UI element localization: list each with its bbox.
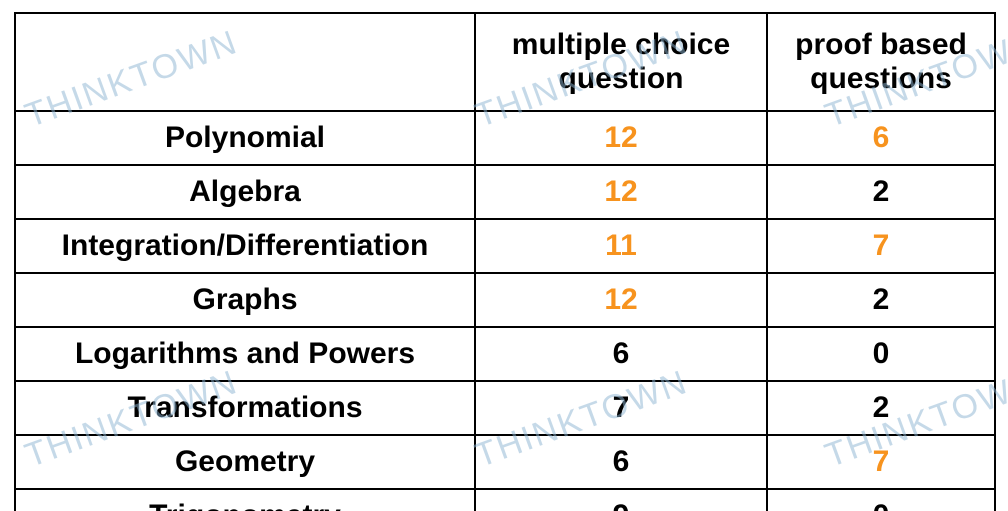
cell-topic: Graphs (15, 273, 475, 327)
cell-pb: 0 (767, 489, 995, 511)
cell-mc: 11 (475, 219, 767, 273)
col-header-pb-line2: questions (810, 62, 952, 95)
col-header-pb-line1: proof based (795, 28, 967, 61)
cell-mc: 12 (475, 165, 767, 219)
cell-pb: 0 (767, 327, 995, 381)
cell-mc: 9 (475, 489, 767, 511)
table-row: Geometry 6 7 (15, 435, 995, 489)
cell-mc: 6 (475, 327, 767, 381)
cell-topic: Transformations (15, 381, 475, 435)
cell-topic: Geometry (15, 435, 475, 489)
table-row: Logarithms and Powers 6 0 (15, 327, 995, 381)
cell-pb: 2 (767, 273, 995, 327)
cell-topic: Trigonometry (15, 489, 475, 511)
cell-topic: Logarithms and Powers (15, 327, 475, 381)
table-row: Integration/Differentiation 11 7 (15, 219, 995, 273)
col-header-mc-line1: multiple choice (512, 28, 730, 61)
topic-table: multiple choice question proof based que… (14, 12, 996, 511)
cell-pb: 2 (767, 165, 995, 219)
cell-mc: 6 (475, 435, 767, 489)
table-row: Algebra 12 2 (15, 165, 995, 219)
table-row: Graphs 12 2 (15, 273, 995, 327)
table-row: Polynomial 12 6 (15, 111, 995, 165)
table-row: Transformations 7 2 (15, 381, 995, 435)
table-row: Trigonometry 9 0 (15, 489, 995, 511)
table-header-row: multiple choice question proof based que… (15, 13, 995, 111)
cell-topic: Integration/Differentiation (15, 219, 475, 273)
cell-topic: Algebra (15, 165, 475, 219)
col-header-topic (15, 13, 475, 111)
col-header-mc: multiple choice question (475, 13, 767, 111)
cell-pb: 7 (767, 219, 995, 273)
cell-pb: 7 (767, 435, 995, 489)
col-header-pb: proof based questions (767, 13, 995, 111)
cell-pb: 2 (767, 381, 995, 435)
cell-mc: 7 (475, 381, 767, 435)
cell-mc: 12 (475, 273, 767, 327)
topic-table-container: multiple choice question proof based que… (14, 12, 994, 511)
table-body: Polynomial 12 6 Algebra 12 2 Integration… (15, 111, 995, 511)
cell-topic: Polynomial (15, 111, 475, 165)
cell-pb: 6 (767, 111, 995, 165)
cell-mc: 12 (475, 111, 767, 165)
col-header-mc-line2: question (559, 62, 684, 95)
